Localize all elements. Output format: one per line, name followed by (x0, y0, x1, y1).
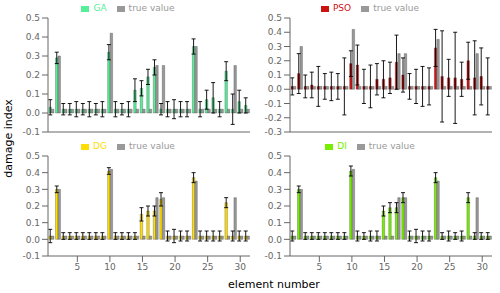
svg-text:0.1: 0.1 (268, 218, 282, 228)
svg-text:0.2: 0.2 (268, 201, 282, 211)
html-text:GA: GA (93, 3, 107, 13)
html-text:true value: true value (368, 141, 415, 151)
svg-text:0.3: 0.3 (268, 185, 282, 195)
svg-text:-0.1: -0.1 (264, 251, 282, 261)
svg-text:30: 30 (476, 262, 488, 272)
svg-text:0.2: 0.2 (268, 56, 282, 66)
svg-text:0.2: 0.2 (26, 201, 40, 211)
svg-text:0.1: 0.1 (268, 70, 282, 80)
html-text:true value: true value (128, 3, 175, 13)
html-text:damage index: damage index (1, 99, 15, 178)
svg-text:5: 5 (316, 262, 322, 272)
svg-text:0.4: 0.4 (26, 32, 41, 42)
svg-text:0.4: 0.4 (268, 168, 283, 178)
svg-text:0.0: 0.0 (268, 84, 283, 94)
html-text:true value: true value (129, 141, 175, 151)
svg-text:0.3: 0.3 (26, 185, 40, 195)
svg-text:25: 25 (202, 262, 213, 272)
svg-text:20: 20 (411, 262, 423, 272)
svg-text:0.1: 0.1 (26, 218, 40, 228)
html-text:PSO: PSO (332, 3, 352, 13)
svg-text:0.5: 0.5 (268, 13, 282, 23)
svg-text:25: 25 (444, 262, 455, 272)
svg-text:0.0: 0.0 (268, 235, 283, 245)
html-text:DI: DI (337, 141, 347, 151)
svg-text:0.3: 0.3 (26, 51, 40, 61)
svg-text:20: 20 (169, 262, 181, 272)
svg-text:0.5: 0.5 (268, 151, 282, 161)
svg-text:0.5: 0.5 (26, 13, 40, 23)
html-text:element number: element number (228, 278, 320, 291)
svg-text:0.4: 0.4 (26, 168, 41, 178)
svg-text:0.4: 0.4 (268, 27, 283, 37)
svg-text:10: 10 (346, 262, 358, 272)
svg-text:10: 10 (104, 262, 116, 272)
svg-text:0.2: 0.2 (26, 70, 40, 80)
svg-text:15: 15 (137, 262, 148, 272)
svg-text:-0.1: -0.1 (22, 251, 40, 261)
svg-text:0.0: 0.0 (26, 235, 41, 245)
svg-text:0.1: 0.1 (26, 89, 40, 99)
html-text:DG: DG (93, 141, 107, 151)
html-text:true value: true value (373, 3, 420, 13)
svg-text:5: 5 (74, 262, 80, 272)
svg-text:-0.1: -0.1 (22, 127, 40, 137)
svg-text:0.5: 0.5 (26, 151, 40, 161)
svg-text:0.0: 0.0 (26, 108, 41, 118)
svg-text:-0.3: -0.3 (264, 127, 282, 137)
svg-text:-0.2: -0.2 (264, 113, 282, 123)
svg-text:30: 30 (234, 262, 246, 272)
svg-text:15: 15 (379, 262, 390, 272)
svg-text:0.3: 0.3 (268, 42, 282, 52)
svg-text:-0.1: -0.1 (264, 99, 282, 109)
